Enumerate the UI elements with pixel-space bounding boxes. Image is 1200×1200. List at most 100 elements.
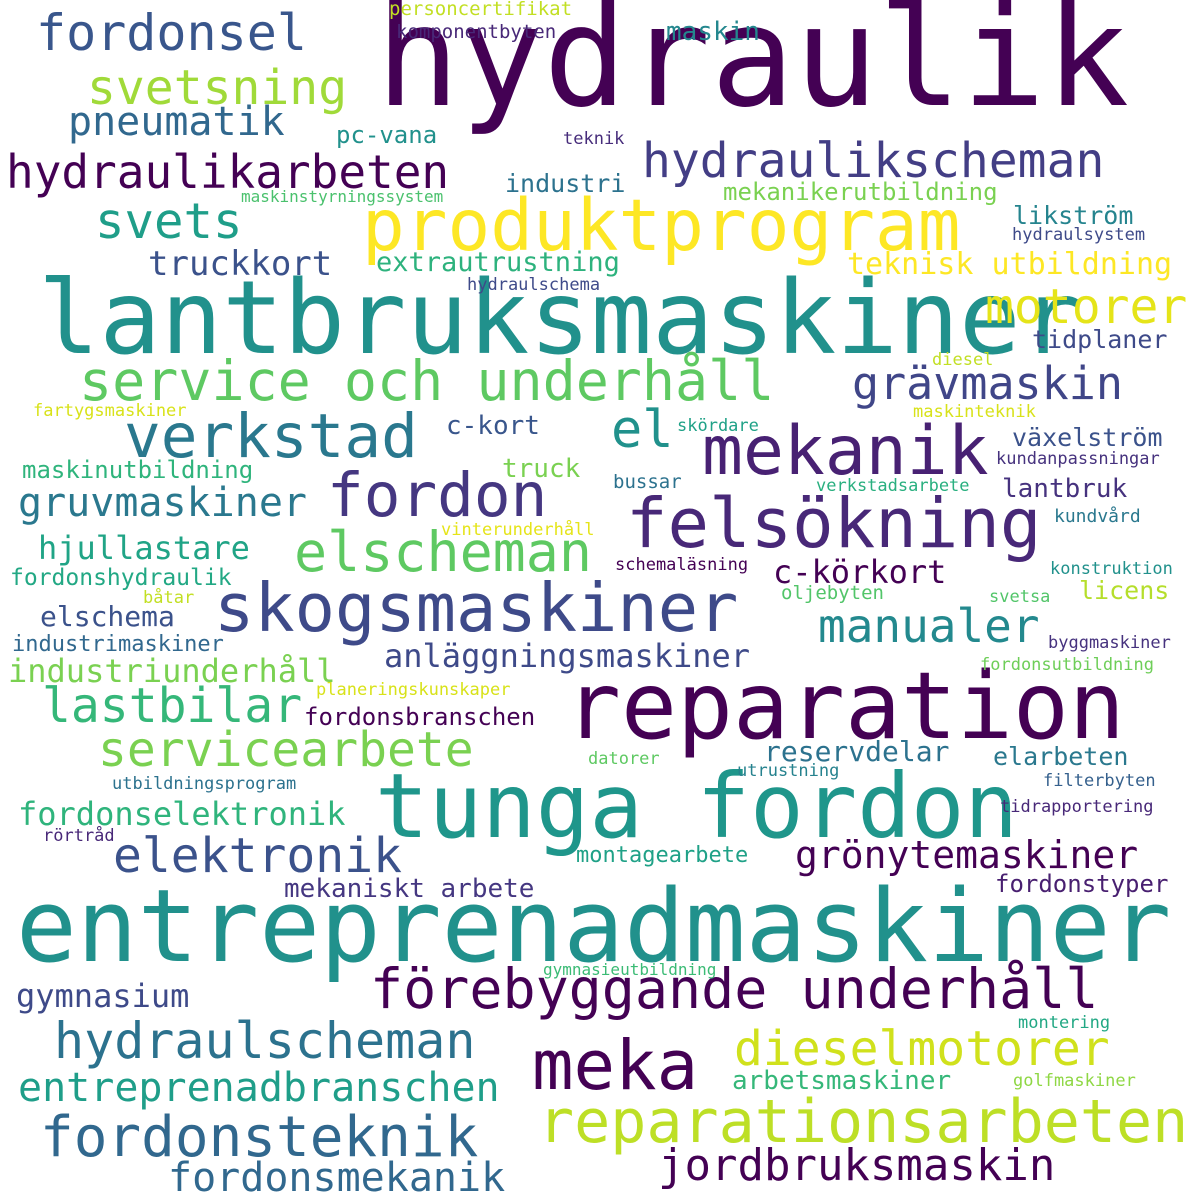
word-jordbruksmaskin: jordbruksmaskin (658, 1140, 1056, 1191)
word-lantbruk: lantbruk (1002, 474, 1128, 504)
word-fordon: fordon (327, 460, 548, 531)
word-industrimaskiner: industrimaskiner (12, 632, 224, 657)
word-fordonselektronik: fordonselektronik (18, 795, 346, 833)
word-hydraulikarbeten: hydraulikarbeten (6, 145, 450, 199)
word-konstruktion: konstruktion (1050, 559, 1173, 579)
word-anlaggningsmaskiner: anläggningsmaskiner (384, 637, 751, 675)
word-bussar: bussar (613, 471, 682, 493)
word-filterbyten: filterbyten (1043, 771, 1156, 791)
word-fordonsbranschen: fordonsbranschen (304, 703, 536, 731)
word-hydraulikscheman: hydraulikscheman (642, 133, 1105, 189)
word-felsokning: felsökning (626, 484, 1042, 564)
word-gronytemaskiner: grönytemaskiner (795, 833, 1139, 877)
word-fordonsteknik: fordonsteknik (40, 1105, 479, 1170)
word-fordonshydraulik: fordonshydraulik (10, 565, 232, 591)
word-byggmaskiner: byggmaskiner (1048, 633, 1171, 653)
word-gravmaskin: grävmaskin (852, 357, 1123, 410)
word-utbildningsprogram: utbildningsprogram (112, 774, 297, 794)
word-hydraulik: hydraulik (376, 0, 1130, 138)
word-svetsning: svetsning (87, 60, 348, 116)
word-manualer: manualer (818, 599, 1040, 653)
word-fordonsmekanik: fordonsmekanik (168, 1155, 506, 1200)
word-truck: truck (502, 454, 581, 484)
word-entreprenadmaskiner: entreprenadmaskiner (16, 867, 1172, 985)
word-svetsa: svetsa (989, 587, 1051, 607)
word-reservdelar: reservdelar (764, 735, 950, 768)
word-diesel: diesel (932, 350, 994, 370)
word-hydraulsystem: hydraulsystem (1012, 225, 1146, 245)
word-maskinstyrningssystem: maskinstyrningssystem (241, 187, 444, 206)
word-svets: svets (95, 193, 243, 250)
word-maskinutbildning: maskinutbildning (22, 456, 254, 484)
word-tidrapportering: tidrapportering (1000, 797, 1154, 817)
word-mekanik: mekanik (702, 412, 989, 491)
word-reparation: reparation (565, 652, 1125, 760)
word-teknisk-utbildning: teknisk utbildning (847, 247, 1173, 282)
word-personcertifikat: personcertifikat (389, 0, 573, 20)
word-teknik: teknik (563, 129, 625, 149)
word-lantbruksmaskiner: lantbruksmaskiner (38, 259, 1082, 378)
word-utrustning: utrustning (737, 761, 840, 781)
word-tunga-fordon: tunga fordon (375, 754, 1018, 858)
word-montering: montering (1018, 1013, 1111, 1033)
word-arbetsmaskiner: arbetsmaskiner (732, 1066, 952, 1096)
word-service-och-underhall: service och underhåll (79, 349, 775, 413)
word-gymnasium: gymnasium (16, 977, 190, 1015)
word-forebyggande-underhall: förebyggande underhåll (370, 957, 1099, 1021)
word-tidplaner: tidplaner (1032, 325, 1168, 354)
word-mekaniskt-arbete: mekaniskt arbete (284, 874, 535, 904)
word-elarbeten: elarbeten (993, 742, 1129, 771)
word-industriunderhall: industriunderhåll (8, 652, 336, 690)
word-c-kort: c-kort (446, 411, 540, 441)
word-pc-vana: pc-vana (336, 121, 438, 149)
word-truckkort: truckkort (148, 244, 333, 284)
word-entreprenadbranschen: entreprenadbranschen (18, 1065, 500, 1111)
word-datorer: datorer (588, 749, 660, 769)
word-servicearbete: servicearbete (98, 722, 474, 778)
word-montagearbete: montagearbete (576, 843, 749, 868)
word-skogsmaskiner: skogsmaskiner (214, 569, 739, 647)
word-elscheman: elscheman (294, 520, 593, 584)
word-reparationsarbeten: reparationsarbeten (538, 1087, 1189, 1157)
word-fordonstyper: fordonstyper (995, 870, 1169, 898)
word-dieselmotorer: dieselmotorer (734, 1021, 1110, 1077)
word-vinterunderhall: vinterunderhåll (441, 520, 595, 540)
word-skordare: skördare (677, 416, 759, 436)
word-pneumatik: pneumatik (68, 99, 285, 145)
word-schemalasning: schemaläsning (615, 555, 749, 575)
word-hydraulschema: hydraulschema (467, 275, 601, 295)
word-verkstad: verkstad (124, 401, 418, 472)
word-licens: licens (1079, 576, 1170, 605)
word-oljebyten: oljebyten (781, 582, 884, 604)
word-extrautrustning: extrautrustning (376, 247, 620, 278)
word-fordonsel: fordonsel (36, 4, 307, 62)
word-motorer: motorer (985, 279, 1188, 335)
word-el: el (611, 400, 674, 460)
word-batar: båtar (143, 588, 195, 608)
word-mekanikerutbildning: mekanikerutbildning (723, 178, 998, 206)
word-produktprogram: produktprogram (362, 184, 961, 267)
word-gruvmaskiner: gruvmaskiner (18, 480, 307, 526)
word-maskin: maskin (666, 17, 760, 47)
word-hjullastare: hjullastare (38, 529, 250, 567)
word-industri: industri (505, 169, 626, 198)
word-meka: meka (532, 1026, 699, 1106)
word-fartygsmaskiner: fartygsmaskiner (33, 401, 187, 421)
word-rortrad: rörtråd (43, 826, 115, 846)
word-lastbilar: lastbilar (42, 678, 303, 734)
word-kundanpassningar: kundanpassningar (996, 449, 1160, 469)
word-planeringskunskaper: planeringskunskaper (316, 680, 511, 700)
word-maskinteknik: maskinteknik (913, 402, 1036, 422)
word-golfmaskiner: golfmaskiner (1013, 1071, 1136, 1091)
word-fordonsutbildning: fordonsutbildning (980, 655, 1154, 675)
word-hydraulscheman: hydraulscheman (54, 1012, 476, 1070)
word-verkstadsarbete: verkstadsarbete (816, 476, 970, 496)
word-elschema: elschema (40, 600, 175, 633)
word-c-korkort: c-körkort (773, 553, 947, 591)
word-likstrom: likström (1013, 201, 1134, 230)
word-gymnasieutbildning: gymnasieutbildning (543, 960, 717, 979)
word-komponentbyten: komponentbyten (396, 21, 557, 43)
word-kundvard: kundvård (1054, 506, 1141, 527)
word-vaxelstrom: växelström (1012, 423, 1163, 452)
